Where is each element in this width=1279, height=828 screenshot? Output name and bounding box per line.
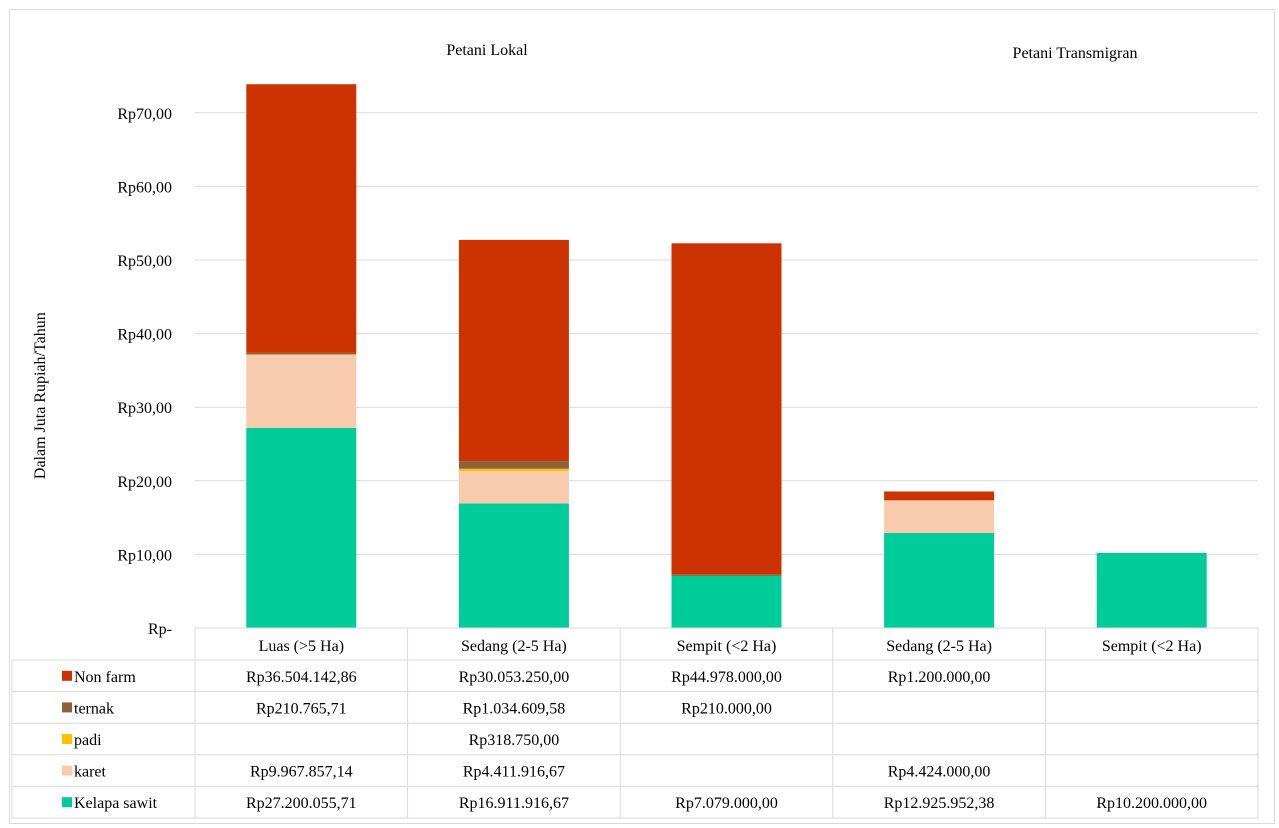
data-label: Rp9.967.857,14: [250, 764, 353, 781]
x-tick-label: Luas (>5 Ha): [259, 638, 344, 655]
data-label: Rp30.053.250,00: [459, 669, 570, 686]
group-label-petani-transmigran: Petani Transmigran: [1013, 45, 1138, 62]
legend-label: Kelapa sawit: [74, 795, 158, 812]
bar-segment: [884, 500, 995, 533]
data-label: Rp27.200.055,71: [246, 795, 357, 812]
legend-key: [62, 734, 72, 744]
data-label: Rp318.750,00: [469, 732, 560, 749]
data-label: Rp7.079.000,00: [675, 795, 778, 812]
y-tick-label: Rp70,00: [117, 106, 172, 123]
data-label: Rp44.978.000,00: [671, 669, 782, 686]
bar-segment: [458, 471, 569, 504]
legend-key: [62, 765, 72, 776]
data-label: Rp1.034.609,58: [463, 700, 566, 717]
legend-label: padi: [74, 732, 102, 749]
bar-segment: [458, 468, 569, 472]
x-tick-label: Sempit (<2 Ha): [1102, 638, 1202, 655]
y-tick-label: Rp60,00: [117, 179, 172, 196]
bar-segment: [671, 243, 782, 575]
bar-segment: [246, 352, 357, 355]
data-label: Rp210.000,00: [681, 700, 772, 717]
legend-label: karet: [74, 764, 107, 781]
bar-segment: [246, 427, 357, 628]
group-label-petani-lokal: Petani Lokal: [446, 42, 528, 59]
legend-key: [62, 797, 72, 808]
data-label: Rp10.200.000,00: [1096, 795, 1207, 812]
bar-segment: [246, 84, 357, 353]
data-label: Rp36.504.142,86: [246, 669, 357, 686]
bar-segment: [884, 491, 995, 501]
chart-frame: [9, 9, 1275, 824]
x-tick-label: Sedang (2-5 Ha): [461, 638, 567, 655]
y-tick-label: Rp20,00: [117, 474, 172, 491]
data-label: Rp4.411.916,67: [463, 764, 565, 781]
bar-segment: [1096, 552, 1207, 628]
bar-segment: [671, 575, 782, 628]
data-label: Rp12.925.952,38: [884, 795, 995, 812]
y-tick-label: Rp-: [148, 621, 172, 638]
y-tick-label: Rp40,00: [117, 327, 172, 344]
x-tick-label: Sedang (2-5 Ha): [886, 638, 992, 655]
data-label: Rp1.200.000,00: [888, 669, 991, 686]
legend-label: ternak: [74, 700, 114, 717]
data-label: Rp4.424.000,00: [888, 764, 991, 781]
x-tick-label: Sempit (<2 Ha): [677, 638, 777, 655]
y-tick-label: Rp30,00: [117, 400, 172, 417]
bar-segment: [458, 461, 569, 469]
y-tick-label: Rp10,00: [117, 547, 172, 564]
data-label: Rp16.911.916,67: [459, 795, 569, 812]
legend-label: Non farm: [74, 669, 136, 686]
bar-segment: [458, 503, 569, 628]
bar-segment: [246, 354, 357, 428]
legend-key: [62, 670, 72, 681]
bar-segment: [884, 532, 995, 628]
data-label: Rp210.765,71: [256, 700, 347, 717]
legend-key: [62, 702, 72, 713]
bar-segment: [458, 239, 569, 462]
y-tick-label: Rp50,00: [117, 253, 172, 270]
y-axis-title: Dalam Juta Rupiah/Tahun: [32, 312, 49, 479]
bar-segment: [671, 574, 782, 576]
